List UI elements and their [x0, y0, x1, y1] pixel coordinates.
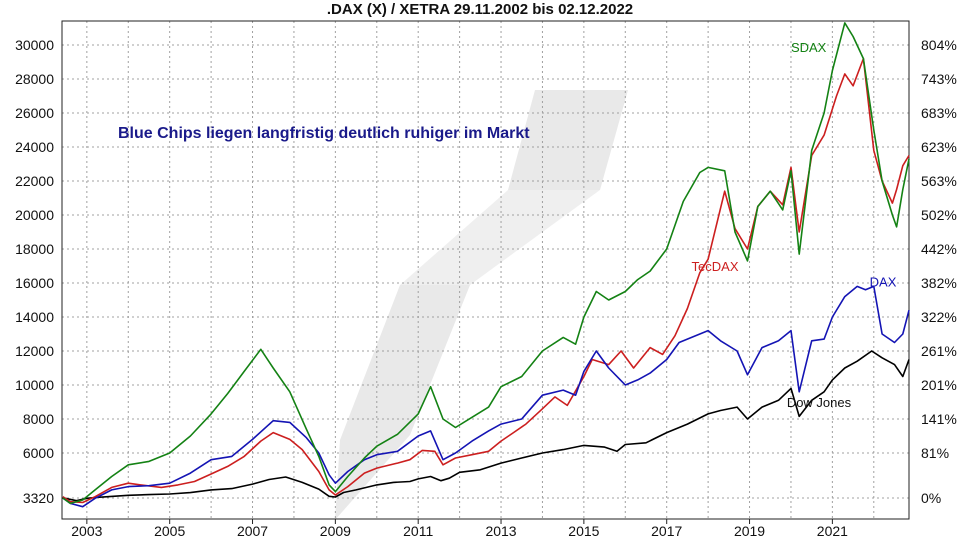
- y-axis-left-ticks: 30000 28000 26000 24000 22000 20000 18000 16000…: [15, 37, 54, 506]
- series-line-sdax: [62, 22, 910, 505]
- y-tick-left: 16000: [15, 275, 54, 291]
- series-line-dow-jones: [62, 350, 910, 502]
- y-tick-left: 6000: [23, 445, 54, 461]
- y-tick-right: 743%: [921, 71, 957, 87]
- chart-annotation: Blue Chips liegen langfristig deutlich r…: [118, 125, 530, 142]
- series-label-dow-jones: Dow Jones: [787, 395, 852, 410]
- y-tick-right: 382%: [921, 275, 957, 291]
- chart-grid: [62, 21, 909, 519]
- x-tick-label: 2015: [568, 523, 599, 539]
- y-tick-left: 3320: [23, 490, 54, 506]
- y-tick-left: 28000: [15, 71, 54, 87]
- y-tick-right: 442%: [921, 241, 957, 257]
- y-tick-left: 18000: [15, 241, 54, 257]
- series-layer: [62, 22, 910, 508]
- y-tick-left: 10000: [15, 377, 54, 393]
- y-tick-left: 20000: [15, 207, 54, 223]
- x-tick-label: 2017: [651, 523, 682, 539]
- y-tick-right: 141%: [921, 411, 957, 427]
- x-tick-label: 2011: [403, 523, 433, 539]
- series-line-dax: [62, 285, 910, 508]
- x-tick-label: 2013: [485, 523, 516, 539]
- y-tick-left: 22000: [15, 173, 54, 189]
- y-tick-right: 81%: [921, 445, 949, 461]
- series-label-dax: DAX: [870, 274, 897, 289]
- plot-frame: [61, 20, 910, 520]
- x-tick-label: 2005: [154, 523, 185, 539]
- y-tick-left: 8000: [23, 411, 54, 427]
- y-tick-right: 502%: [921, 207, 957, 223]
- y-tick-right: 261%: [921, 343, 957, 359]
- watermark-logo: [335, 90, 628, 520]
- x-tick-label: 2021: [817, 523, 848, 539]
- y-tick-left: 24000: [15, 139, 54, 155]
- series-label-sdax: SDAX: [791, 40, 827, 55]
- y-axis-right-ticks: 804% 743% 683% 623% 563% 502% 442% 382% 322% 261%…: [921, 37, 957, 506]
- y-tick-right: 322%: [921, 309, 957, 325]
- y-tick-left: 12000: [15, 343, 54, 359]
- y-tick-right: 683%: [921, 105, 957, 121]
- x-tick-label: 2009: [320, 523, 351, 539]
- chart-title: .DAX (X) / XETRA 29.11.2002 bis 02.12.20…: [327, 1, 633, 18]
- y-tick-left: 30000: [15, 37, 54, 53]
- x-axis-ticks: 2003 2005 2007 2009 2011 2013 2015 2017 2019 2021: [71, 519, 848, 539]
- x-tick-label: 2007: [237, 523, 268, 539]
- y-tick-right: 563%: [921, 173, 957, 189]
- y-tick-right: 804%: [921, 37, 957, 53]
- y-tick-right: 201%: [921, 377, 957, 393]
- y-tick-right: 0%: [921, 490, 941, 506]
- y-tick-left: 26000: [15, 105, 54, 121]
- series-label-tecdax: TecDAX: [692, 259, 739, 274]
- x-tick-label: 2019: [734, 523, 765, 539]
- y-tick-right: 623%: [921, 139, 957, 155]
- y-tick-left: 14000: [15, 309, 54, 325]
- x-tick-label: 2003: [71, 523, 102, 539]
- series-labels: Dow Jones TecDAX DAX SDAX: [692, 40, 897, 410]
